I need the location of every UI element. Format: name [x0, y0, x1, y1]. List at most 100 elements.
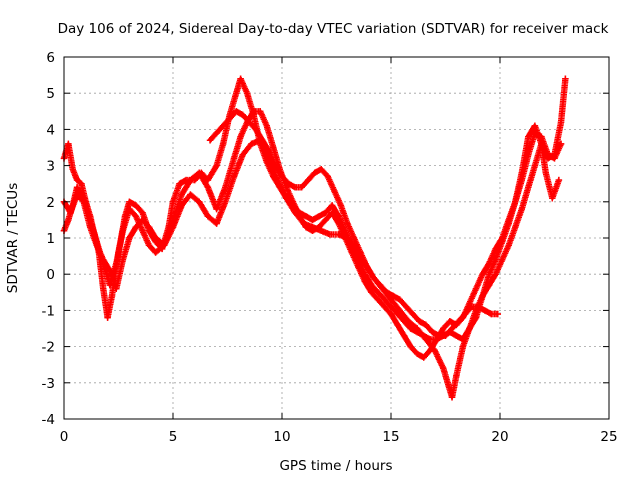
y-tick-label: -2 [42, 340, 55, 356]
data-point [557, 140, 565, 148]
data-point [300, 220, 307, 227]
data-point [542, 169, 549, 177]
data-point [178, 202, 185, 209]
data-point [485, 281, 493, 289]
data-point [195, 198, 203, 205]
data-point [461, 310, 469, 318]
data-point [376, 281, 384, 289]
data-point [239, 151, 246, 158]
data-point [337, 202, 345, 209]
data-point [309, 223, 316, 231]
data-point [73, 176, 81, 184]
data-point [492, 271, 499, 278]
data-point [187, 176, 194, 184]
data-point [233, 90, 240, 97]
data-point [176, 180, 183, 187]
data-point [239, 111, 246, 119]
data-point [93, 242, 100, 249]
data-point [555, 176, 563, 184]
data-point [248, 140, 255, 148]
data-point [67, 209, 74, 216]
series-s1 [60, 75, 569, 343]
data-point [446, 318, 454, 325]
data-point [387, 310, 395, 318]
series-trail [60, 108, 565, 361]
data-point [230, 173, 238, 180]
data-point [328, 209, 336, 216]
data-point [263, 122, 270, 129]
data-point [403, 303, 410, 310]
data-point [119, 256, 127, 263]
data-point [407, 343, 414, 350]
chart-title: Day 106 of 2024, Sidereal Day-to-day VTE… [58, 21, 609, 37]
data-point [322, 209, 329, 216]
data-point [126, 198, 133, 205]
data-point [113, 260, 120, 267]
data-point [498, 234, 506, 242]
data-point [348, 249, 355, 256]
data-point [525, 184, 532, 191]
data-point [396, 296, 403, 303]
data-point [531, 162, 539, 169]
data-point [413, 325, 421, 332]
data-point [466, 299, 473, 307]
data-point [139, 227, 146, 234]
data-point [285, 180, 292, 187]
data-point [538, 140, 545, 148]
data-point [318, 166, 325, 173]
data-point [485, 260, 493, 267]
data-point [409, 310, 416, 318]
data-point [512, 223, 519, 231]
data-point [322, 216, 329, 224]
data-point [363, 263, 371, 271]
data-point [518, 176, 525, 184]
data-point [531, 122, 539, 129]
y-tick-label: 1 [46, 231, 55, 247]
data-point [492, 245, 499, 253]
data-point [370, 274, 377, 282]
data-point [488, 310, 495, 318]
data-point [324, 173, 331, 180]
data-point [283, 194, 290, 202]
data-point [113, 285, 120, 292]
data-point [318, 227, 325, 234]
data-point [538, 133, 545, 140]
data-point [169, 198, 177, 205]
data-point [505, 242, 512, 249]
data-point [381, 303, 388, 310]
data-point [152, 249, 159, 256]
data-point [485, 271, 493, 278]
data-point [233, 108, 240, 115]
data-point [187, 191, 194, 198]
data-point [494, 310, 502, 318]
x-tick-label: 5 [169, 429, 178, 445]
data-point [161, 242, 168, 249]
y-tick-label: 4 [46, 122, 55, 138]
data-point [374, 289, 382, 296]
data-point [250, 108, 257, 115]
data-point [195, 169, 203, 177]
data-point [311, 169, 318, 177]
data-point [518, 205, 525, 213]
data-point [237, 75, 244, 82]
data-point [126, 234, 133, 242]
y-tick-label: 2 [46, 195, 55, 211]
data-point [453, 332, 460, 339]
data-point [274, 176, 281, 184]
data-point [387, 303, 395, 310]
data-point [383, 289, 390, 296]
x-tick-label: 15 [382, 429, 399, 445]
data-point [65, 216, 72, 224]
x-tick-label: 0 [60, 429, 69, 445]
data-point [213, 162, 220, 169]
data-point [435, 332, 443, 339]
data-point [422, 321, 430, 329]
data-point [78, 180, 85, 187]
data-point [309, 216, 316, 224]
data-point [394, 321, 401, 329]
data-point [86, 223, 94, 231]
data-point [298, 184, 305, 191]
data-point [498, 256, 506, 263]
data-point [100, 285, 107, 292]
data-point [206, 137, 214, 144]
